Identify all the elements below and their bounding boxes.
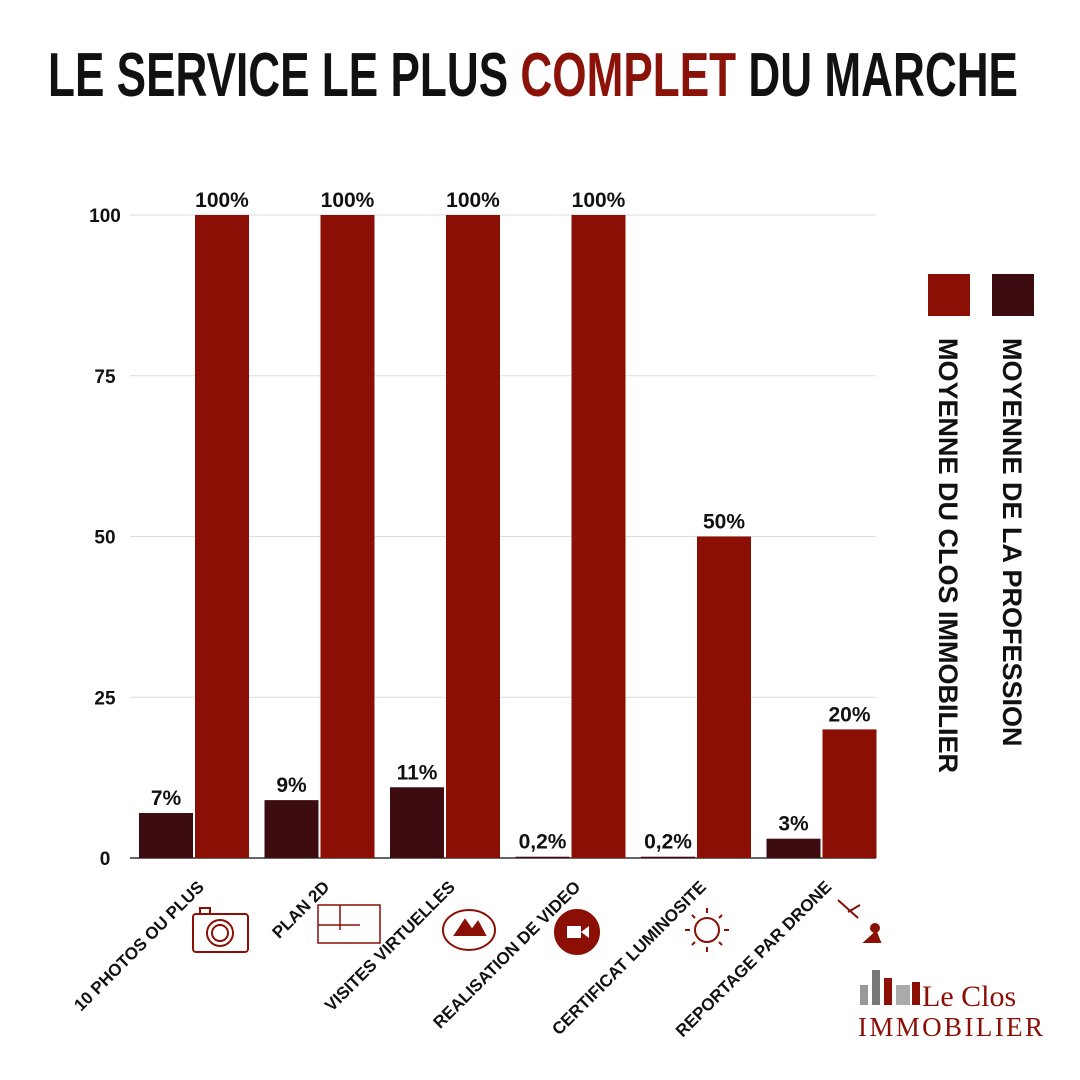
legend-swatch xyxy=(928,274,970,316)
y-tick-label: 25 xyxy=(94,688,116,709)
logo: Le Clos IMMOBILIER xyxy=(858,970,1043,1042)
category-icons xyxy=(192,899,882,955)
value-label: 100% xyxy=(572,189,626,212)
bar xyxy=(822,729,877,858)
value-label: 0,2% xyxy=(644,831,692,854)
title-part: DU MARCHE xyxy=(748,41,1018,110)
legend-label: MOYENNE DE LA PROFESSION xyxy=(997,338,1027,747)
x-tick-label: 10 PHOTOS OU PLUS xyxy=(70,877,207,1014)
value-label: 100% xyxy=(321,189,375,212)
value-label: 11% xyxy=(397,761,438,784)
bar xyxy=(571,215,626,858)
bar xyxy=(320,215,375,858)
y-tick-label: 100 xyxy=(89,206,121,227)
bar xyxy=(390,787,444,858)
y-tick-label: 0 xyxy=(100,849,111,870)
title-part: LE SERVICE LE PLUS xyxy=(48,41,508,110)
bar xyxy=(264,800,319,858)
x-tick-label: REALISATION DE VIDEO xyxy=(430,877,585,1032)
legend-swatch xyxy=(992,274,1034,316)
bar xyxy=(641,856,695,858)
value-label: 9% xyxy=(276,774,307,797)
x-tick-label: PLAN 2D xyxy=(268,877,333,942)
value-label: 20% xyxy=(828,703,870,726)
value-label: 50% xyxy=(703,511,745,534)
value-label: 100% xyxy=(195,189,249,212)
bar xyxy=(446,215,500,858)
value-label: 3% xyxy=(778,813,809,836)
bar xyxy=(697,536,751,858)
y-tick-label: 75 xyxy=(94,367,116,388)
bar xyxy=(195,215,249,858)
title-part: COMPLET xyxy=(520,41,736,110)
value-label: 0,2% xyxy=(519,831,567,854)
bar xyxy=(139,812,193,858)
bar xyxy=(766,838,821,858)
legend-label: MOYENNE DU CLOS IMMOBILIER xyxy=(933,338,963,773)
logo-text: Le Clos xyxy=(922,980,1016,1013)
chart-title: LE SERVICE LE PLUS COMPLET DU MARCHE xyxy=(48,41,1018,110)
y-tick-label: 50 xyxy=(94,528,115,549)
bar xyxy=(515,856,570,858)
value-label: 100% xyxy=(446,189,500,212)
x-tick-label: VISITES VIRTUELLES xyxy=(321,877,459,1015)
value-label: 7% xyxy=(151,787,182,810)
logo-text: IMMOBILIER xyxy=(858,1012,1043,1042)
